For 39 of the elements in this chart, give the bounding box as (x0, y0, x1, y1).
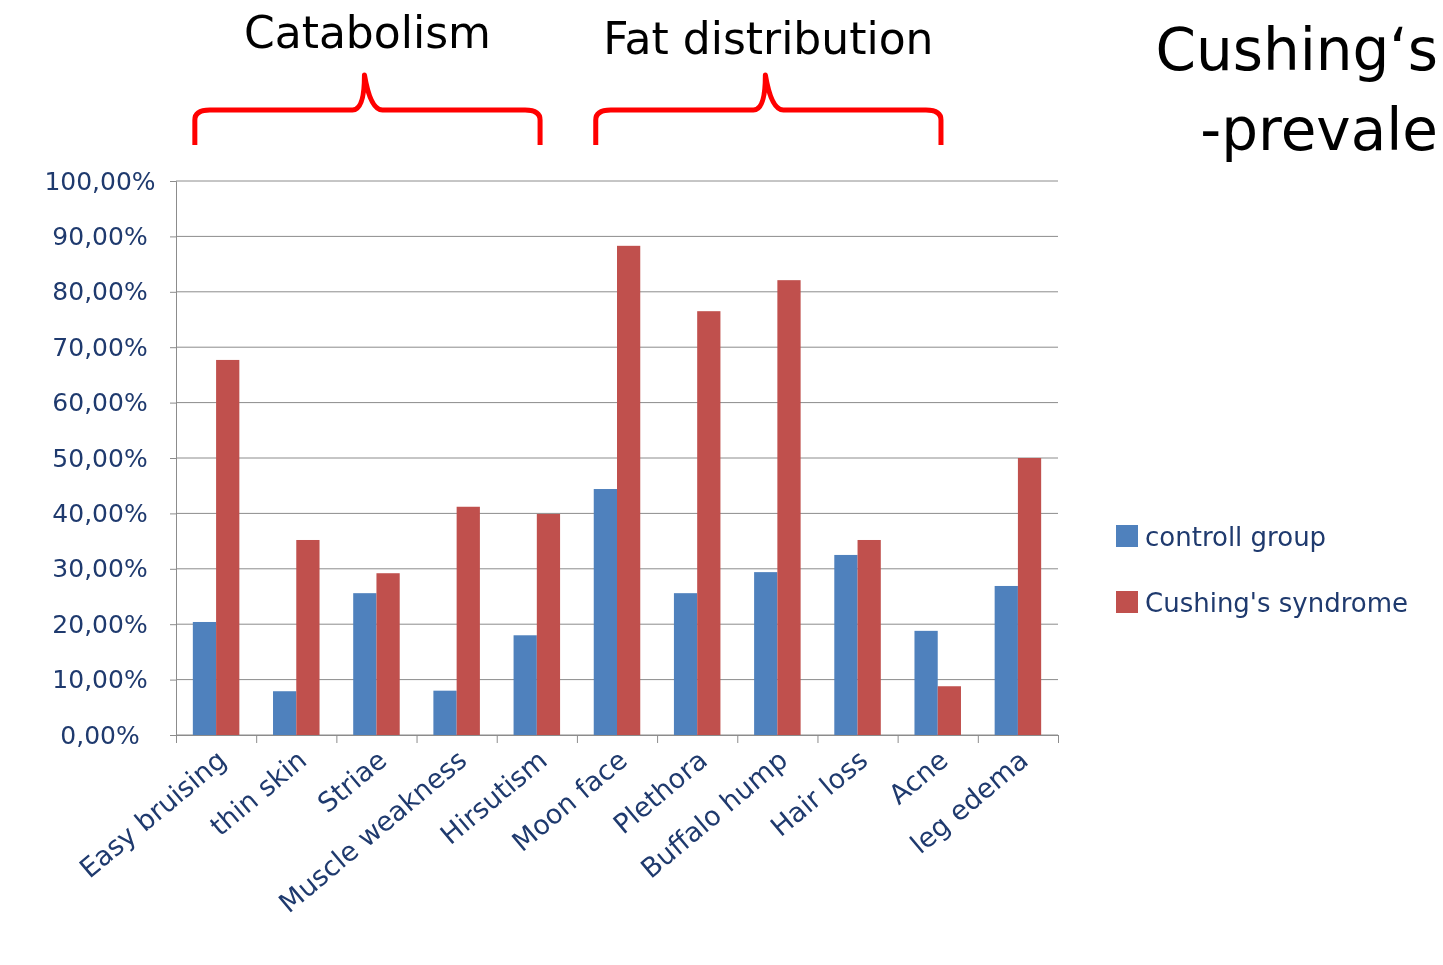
bar (216, 359, 240, 735)
bar (857, 539, 881, 735)
y-tick-label: 30,00% (52, 554, 148, 584)
bar (536, 513, 561, 735)
y-tick-label: 80,00% (52, 277, 148, 307)
bar (456, 506, 480, 735)
y-tick-label: 20,00% (52, 609, 148, 639)
bar (754, 572, 778, 735)
bar (593, 489, 617, 735)
bar (1017, 458, 1042, 735)
y-tick-label: 90,00% (52, 221, 148, 251)
bar (697, 311, 721, 735)
bar (296, 539, 320, 735)
legend-label: Cushing's syndrome (1145, 588, 1409, 618)
y-tick-label: 70,00% (52, 332, 148, 362)
bar (192, 621, 217, 735)
bar (673, 593, 698, 735)
text: Fat distribution (603, 13, 934, 64)
bar (513, 635, 537, 735)
y-tick-label: 50,00% (52, 443, 148, 473)
bar (834, 554, 858, 735)
y-tick-label: 60,00% (52, 388, 148, 418)
bar (994, 585, 1018, 735)
bar (914, 630, 938, 735)
bar (376, 573, 400, 735)
bar (617, 245, 641, 735)
text: Catabolism (243, 7, 491, 58)
bar (777, 280, 801, 735)
y-tick-label: 0,00% (60, 720, 140, 750)
text: -prevale (1200, 96, 1438, 164)
y-tick-label: 40,00% (52, 498, 148, 528)
bar (433, 690, 457, 735)
bar (273, 691, 297, 735)
legend-label: controll group (1145, 522, 1327, 552)
y-tick-label: 10,00% (52, 665, 148, 695)
bar (937, 686, 961, 735)
y-tick-label: 100,00% (44, 166, 156, 196)
bar (353, 593, 377, 735)
text: Cushing‘s (1155, 16, 1438, 84)
